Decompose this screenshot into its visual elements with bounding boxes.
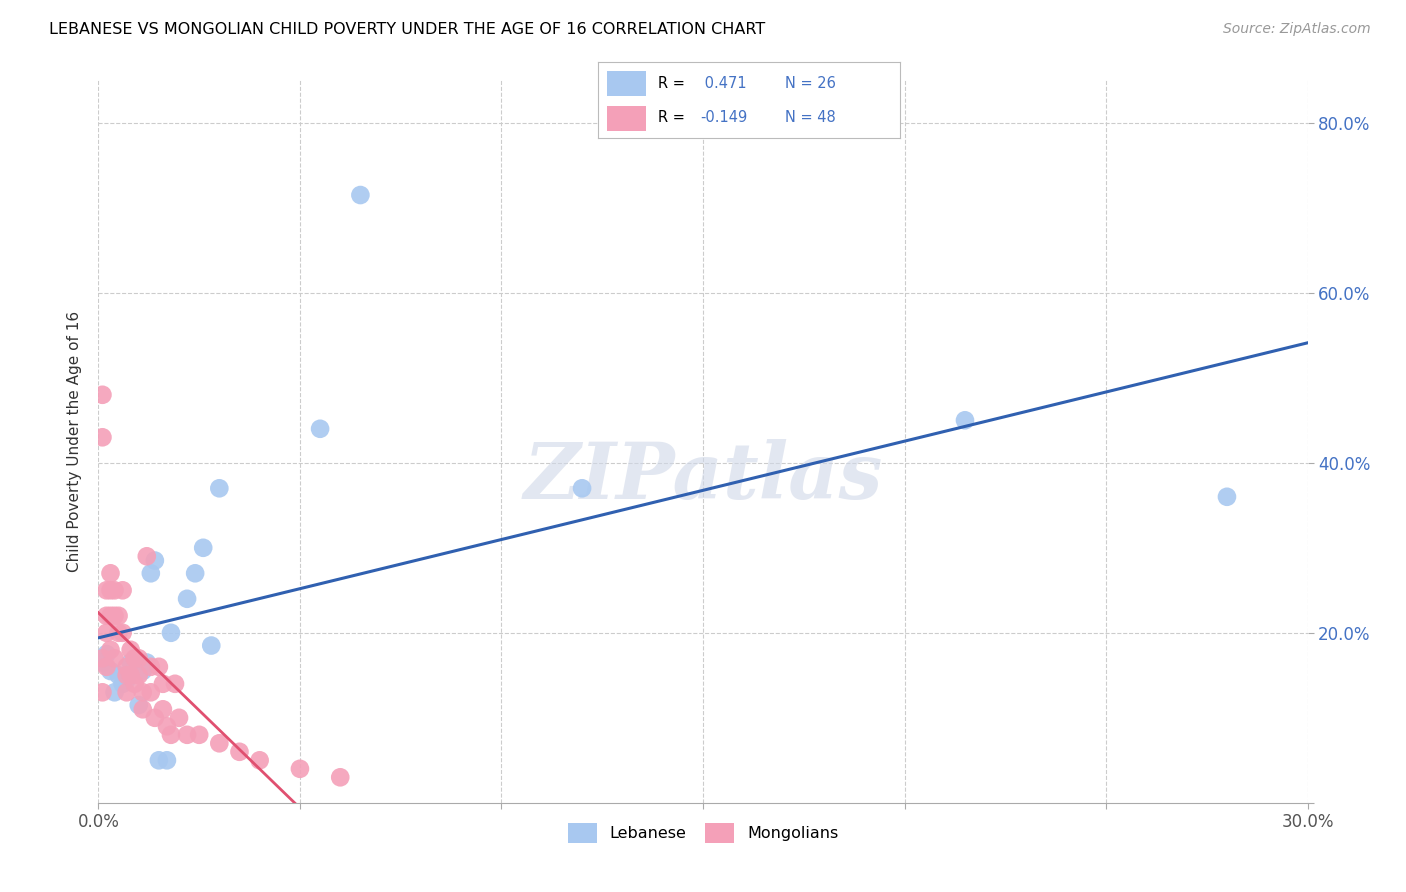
Bar xyxy=(606,70,645,95)
Text: R =: R = xyxy=(658,76,689,91)
Point xyxy=(152,702,174,716)
Bar xyxy=(606,105,645,130)
Point xyxy=(176,728,198,742)
Point xyxy=(156,753,179,767)
Point xyxy=(91,656,114,670)
Point xyxy=(91,430,114,444)
Point xyxy=(96,647,118,661)
Point xyxy=(139,660,162,674)
Point xyxy=(953,413,976,427)
Point xyxy=(100,566,122,581)
Point xyxy=(107,625,129,640)
Y-axis label: Child Poverty Under the Age of 16: Child Poverty Under the Age of 16 xyxy=(67,311,83,572)
Point xyxy=(135,549,157,564)
Point xyxy=(107,668,129,682)
Point xyxy=(100,583,122,598)
Point xyxy=(163,677,186,691)
Point xyxy=(96,660,118,674)
Point xyxy=(115,673,138,687)
Point xyxy=(160,728,183,742)
Point xyxy=(111,677,134,691)
Point xyxy=(152,677,174,691)
Point xyxy=(120,656,142,670)
Point xyxy=(1216,490,1239,504)
Point xyxy=(208,736,231,750)
Point xyxy=(193,541,215,555)
Point xyxy=(115,685,138,699)
Point xyxy=(103,685,125,699)
Point xyxy=(103,608,125,623)
Point xyxy=(100,642,122,657)
Point xyxy=(132,664,155,678)
Point xyxy=(128,668,150,682)
Point xyxy=(91,388,114,402)
Point xyxy=(91,685,114,699)
Text: LEBANESE VS MONGOLIAN CHILD POVERTY UNDER THE AGE OF 16 CORRELATION CHART: LEBANESE VS MONGOLIAN CHILD POVERTY UNDE… xyxy=(49,22,765,37)
Point xyxy=(111,625,134,640)
Point xyxy=(132,685,155,699)
Point xyxy=(111,583,134,598)
Point xyxy=(128,698,150,712)
Legend: Lebanese, Mongolians: Lebanese, Mongolians xyxy=(561,817,845,849)
Text: 0.471: 0.471 xyxy=(700,76,747,91)
Point xyxy=(115,660,138,674)
Point xyxy=(100,664,122,678)
Point xyxy=(249,753,271,767)
Point xyxy=(329,770,352,784)
Point xyxy=(148,660,170,674)
Point xyxy=(571,481,593,495)
Point xyxy=(120,642,142,657)
Point xyxy=(107,608,129,623)
Point xyxy=(124,651,146,665)
Point xyxy=(228,745,250,759)
Point xyxy=(96,625,118,640)
Point xyxy=(200,639,222,653)
Text: R =: R = xyxy=(658,110,689,125)
Text: N = 48: N = 48 xyxy=(785,110,835,125)
Point xyxy=(124,677,146,691)
Text: Source: ZipAtlas.com: Source: ZipAtlas.com xyxy=(1223,22,1371,37)
Point xyxy=(208,481,231,495)
Text: ZIPatlas: ZIPatlas xyxy=(523,440,883,516)
Point xyxy=(103,583,125,598)
Point xyxy=(96,583,118,598)
Point xyxy=(100,608,122,623)
Point xyxy=(156,719,179,733)
Text: -0.149: -0.149 xyxy=(700,110,748,125)
Point xyxy=(160,625,183,640)
Point xyxy=(120,668,142,682)
Point xyxy=(188,728,211,742)
Point xyxy=(288,762,311,776)
Text: N = 26: N = 26 xyxy=(785,76,835,91)
Point xyxy=(143,553,166,567)
Point xyxy=(135,656,157,670)
Point xyxy=(167,711,190,725)
Point xyxy=(96,608,118,623)
Point xyxy=(309,422,332,436)
Point xyxy=(115,668,138,682)
Point xyxy=(349,188,371,202)
Point xyxy=(176,591,198,606)
Point xyxy=(148,753,170,767)
Point xyxy=(184,566,207,581)
Point xyxy=(103,651,125,665)
Point xyxy=(139,685,162,699)
Point xyxy=(139,566,162,581)
Point xyxy=(91,651,114,665)
Point xyxy=(128,651,150,665)
Point xyxy=(132,702,155,716)
Point xyxy=(143,711,166,725)
